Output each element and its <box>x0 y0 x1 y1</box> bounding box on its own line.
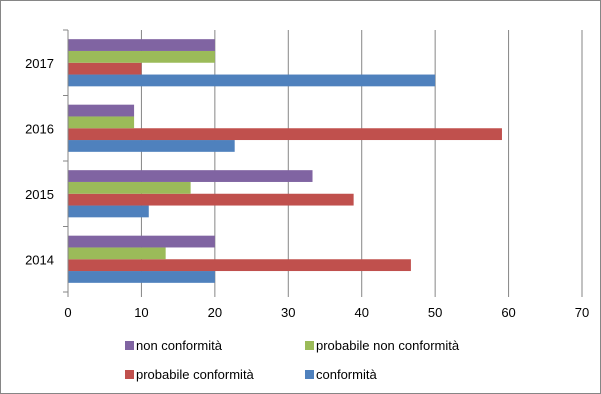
legend-label: conformità <box>316 367 377 382</box>
legend-label: probabile non conformità <box>316 338 460 353</box>
bar <box>68 193 354 206</box>
y-tick-label: 2014 <box>25 252 54 267</box>
bar <box>68 116 135 129</box>
x-tick-label: 60 <box>501 305 515 320</box>
bar <box>68 259 411 272</box>
bar <box>68 247 166 260</box>
bar <box>68 104 135 117</box>
bar <box>68 235 215 248</box>
bar <box>68 62 142 75</box>
x-tick-label: 30 <box>281 305 295 320</box>
y-tick-label: 2016 <box>25 121 54 136</box>
x-tick-label: 40 <box>354 305 368 320</box>
legend-label: probabile conformità <box>136 367 255 382</box>
legend-swatch <box>305 370 314 379</box>
y-tick-label: 2015 <box>25 187 54 202</box>
bar <box>68 170 313 182</box>
bar <box>68 181 191 194</box>
bar <box>68 271 215 283</box>
bar <box>68 74 436 87</box>
legend-swatch <box>125 370 134 379</box>
bar <box>68 128 502 141</box>
bar <box>68 205 149 218</box>
bar <box>68 140 235 152</box>
bar <box>68 50 215 63</box>
bars <box>68 39 502 283</box>
legend-swatch <box>305 341 314 350</box>
x-tick-label: 20 <box>208 305 222 320</box>
legend-swatch <box>125 341 134 350</box>
legend-label: non conformità <box>136 338 223 353</box>
x-tick-label: 50 <box>428 305 442 320</box>
y-tick-label: 2017 <box>25 56 54 71</box>
x-tick-label: 10 <box>134 305 148 320</box>
x-tick-label: 70 <box>575 305 589 320</box>
legend: non conformità probabile non conformità pr… <box>125 338 460 382</box>
axes: 0 10 20 30 40 50 60 70 2014 2015 2016 2017 <box>25 29 589 320</box>
x-tick-label: 0 <box>64 305 71 320</box>
bar <box>68 39 215 51</box>
